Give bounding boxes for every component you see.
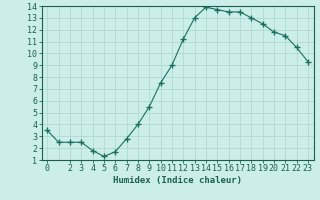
X-axis label: Humidex (Indice chaleur): Humidex (Indice chaleur) (113, 176, 242, 185)
